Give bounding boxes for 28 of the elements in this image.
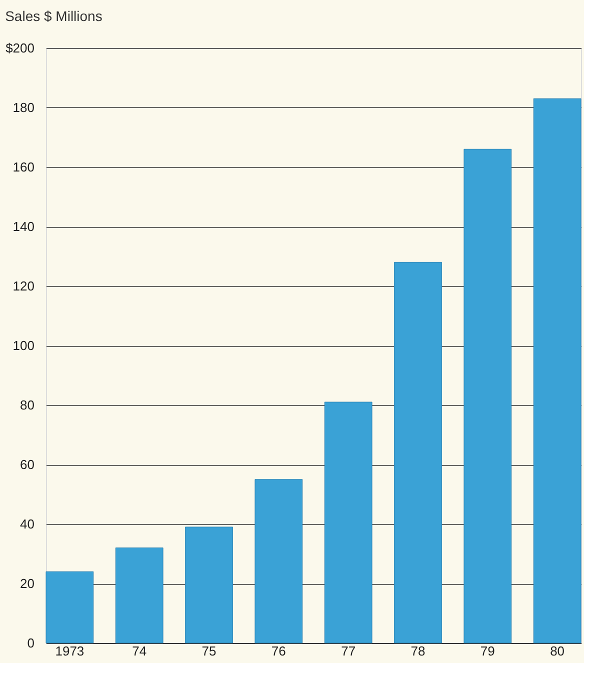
bar — [115, 548, 164, 644]
y-tick-label: 140 — [12, 219, 34, 234]
y-tick-label: 100 — [12, 338, 34, 353]
x-tick-label: 79 — [480, 644, 495, 658]
bar — [464, 148, 512, 644]
bar — [394, 262, 442, 644]
bar — [254, 479, 303, 644]
y-tick-label: 120 — [12, 278, 34, 294]
y-tick-label: 160 — [12, 160, 34, 174]
bar — [533, 98, 582, 644]
y-tick-label: 80 — [20, 398, 34, 412]
chart-title: Sales $ Millions — [5, 8, 102, 24]
y-tick-label: 40 — [20, 516, 34, 532]
x-tick-label: 74 — [132, 644, 147, 658]
bar — [185, 526, 233, 644]
y-tick-label: 20 — [20, 576, 34, 591]
bar — [324, 402, 372, 644]
x-tick-label: 75 — [202, 644, 216, 658]
y-tick-label: 180 — [12, 100, 34, 115]
bar — [46, 571, 94, 644]
y-tick-label: 60 — [20, 457, 34, 472]
y-tick-label: 0 — [27, 636, 34, 650]
x-tick-label: 76 — [271, 644, 286, 658]
x-tick-label: 80 — [550, 644, 565, 658]
y-tick-label: $200 — [6, 40, 34, 56]
x-tick-label: 1973 — [55, 644, 84, 658]
x-tick-label: 77 — [341, 644, 356, 658]
x-tick-label: 78 — [410, 644, 426, 658]
